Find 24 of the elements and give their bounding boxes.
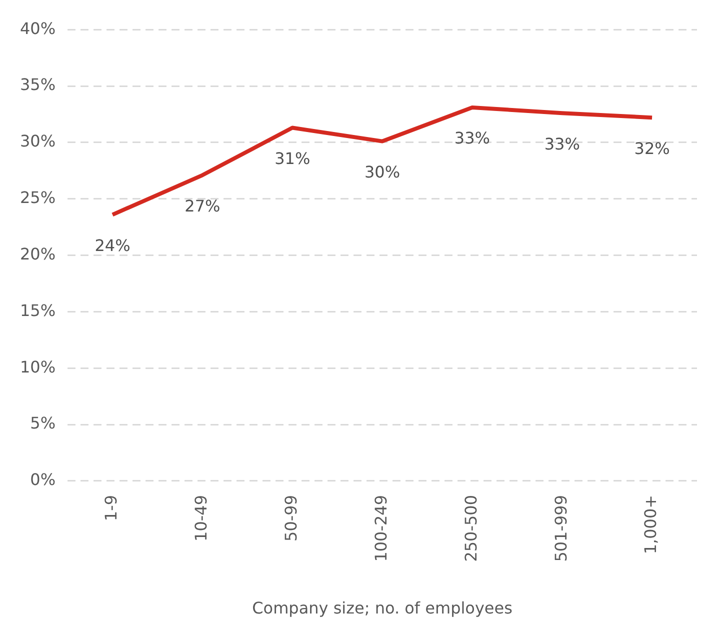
y-tick-label: 0% bbox=[30, 470, 56, 490]
y-tick-label: 35% bbox=[20, 75, 56, 94]
data-label: 24% bbox=[94, 236, 130, 255]
y-tick-label: 15% bbox=[20, 300, 56, 320]
x-tick-label: 10-49 bbox=[192, 494, 211, 542]
y-tick-label: 5% bbox=[30, 414, 56, 433]
data-label: 33% bbox=[544, 134, 580, 154]
x-tick-label: 1,000+ bbox=[641, 494, 660, 554]
data-label: 30% bbox=[364, 162, 400, 182]
data-label: 32% bbox=[634, 138, 670, 158]
y-tick-label: 10% bbox=[20, 357, 56, 376]
data-label: 33% bbox=[454, 128, 490, 148]
x-tick-label: 50-99 bbox=[282, 494, 301, 542]
x-axis-title: Company size; no. of employees bbox=[252, 598, 512, 618]
x-tick-label: 250-500 bbox=[461, 494, 480, 562]
y-tick-label: 20% bbox=[20, 244, 56, 264]
x-tick-label: 501-999 bbox=[551, 494, 570, 562]
data-label: 31% bbox=[274, 148, 310, 168]
y-tick-label: 30% bbox=[20, 132, 56, 151]
data-label: 27% bbox=[184, 196, 220, 216]
y-tick-label: 25% bbox=[20, 188, 56, 208]
x-tick-label: 1-9 bbox=[102, 494, 121, 522]
y-tick-label: 40% bbox=[20, 18, 56, 38]
x-tick-label: 100-249 bbox=[371, 494, 390, 562]
